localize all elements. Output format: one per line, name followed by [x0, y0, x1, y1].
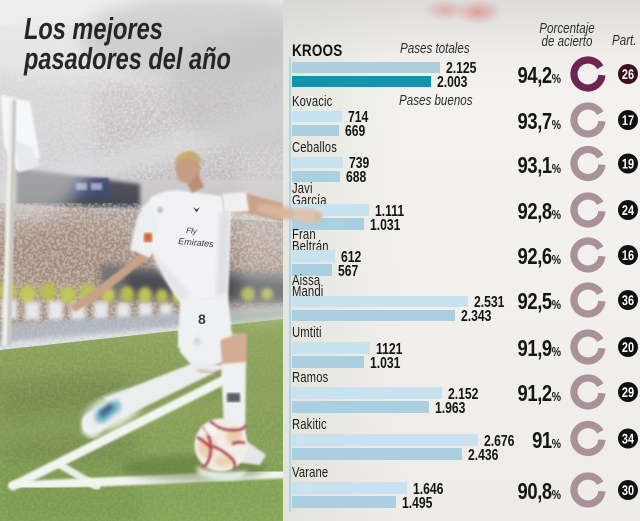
svg-text:36: 36 [622, 292, 634, 308]
svg-text:26: 26 [622, 66, 634, 82]
svg-text:34: 34 [622, 431, 634, 447]
svg-text:16: 16 [622, 247, 634, 263]
svg-text:19: 19 [622, 156, 634, 172]
svg-text:29: 29 [622, 384, 634, 400]
svg-text:20: 20 [622, 339, 634, 355]
svg-text:Emirates: Emirates [178, 236, 215, 249]
svg-text:30: 30 [622, 482, 634, 498]
svg-text:8: 8 [198, 311, 206, 327]
svg-text:17: 17 [622, 112, 634, 128]
svg-text:24: 24 [622, 202, 634, 218]
svg-text:Fly: Fly [186, 226, 198, 236]
